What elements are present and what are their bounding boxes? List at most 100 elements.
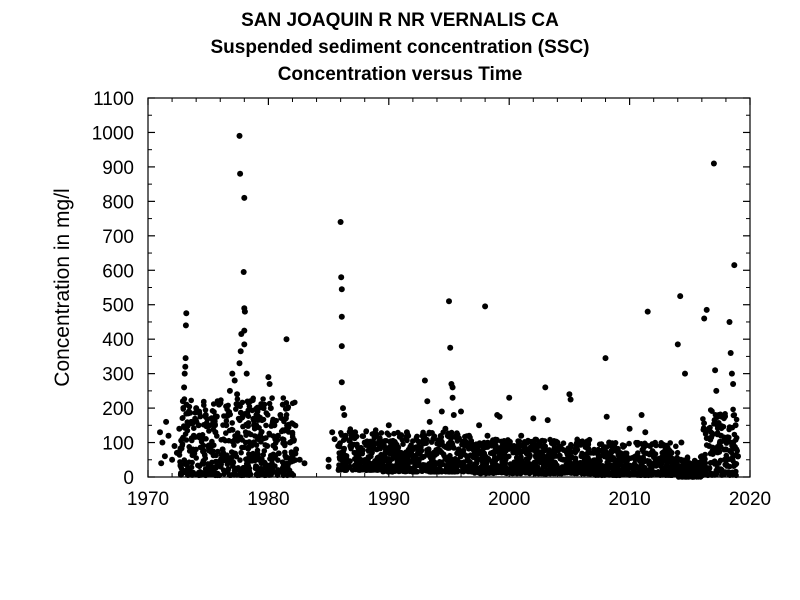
data-point bbox=[240, 413, 246, 420]
data-point bbox=[707, 471, 713, 478]
data-point bbox=[476, 466, 483, 472]
data-point bbox=[724, 436, 730, 443]
data-point bbox=[486, 469, 493, 476]
data-point bbox=[173, 449, 180, 456]
data-point bbox=[681, 462, 688, 469]
data-point bbox=[451, 445, 457, 451]
data-point bbox=[679, 458, 686, 464]
data-point bbox=[686, 460, 693, 467]
data-point bbox=[496, 413, 503, 420]
data-point bbox=[289, 429, 296, 436]
x-tick-label: 2000 bbox=[488, 489, 530, 510]
data-point bbox=[524, 446, 531, 453]
data-point bbox=[732, 422, 739, 429]
data-point bbox=[430, 436, 437, 443]
data-point bbox=[219, 446, 226, 453]
data-point bbox=[632, 453, 639, 460]
data-point bbox=[533, 459, 539, 466]
data-point bbox=[335, 443, 342, 449]
data-point bbox=[210, 401, 217, 407]
y-tick-label: 300 bbox=[102, 365, 134, 386]
data-point bbox=[709, 448, 716, 455]
data-point bbox=[165, 432, 172, 439]
data-point bbox=[571, 468, 578, 474]
data-point bbox=[567, 396, 574, 403]
data-point bbox=[375, 465, 382, 471]
data-point bbox=[427, 451, 434, 457]
data-point bbox=[267, 432, 273, 438]
data-point bbox=[645, 472, 652, 479]
data-point bbox=[268, 463, 275, 470]
data-point bbox=[501, 453, 508, 460]
data-point bbox=[229, 426, 235, 433]
data-point bbox=[231, 377, 238, 384]
data-point bbox=[263, 422, 269, 429]
data-point bbox=[267, 405, 274, 412]
data-point bbox=[449, 394, 456, 401]
data-point bbox=[606, 439, 613, 446]
data-point bbox=[394, 462, 401, 469]
data-point bbox=[193, 455, 199, 461]
data-point bbox=[190, 446, 196, 453]
data-point bbox=[484, 432, 491, 439]
data-point bbox=[726, 463, 733, 470]
data-point bbox=[732, 461, 739, 468]
data-point bbox=[644, 308, 651, 315]
data-point bbox=[190, 432, 197, 439]
data-point bbox=[396, 434, 403, 440]
data-point bbox=[367, 461, 373, 468]
data-point bbox=[178, 472, 184, 478]
data-point bbox=[685, 468, 692, 475]
data-point bbox=[335, 467, 342, 473]
data-point bbox=[577, 459, 584, 466]
data-point bbox=[717, 440, 723, 446]
data-point bbox=[254, 466, 261, 472]
data-point bbox=[180, 415, 186, 421]
data-point bbox=[363, 428, 369, 435]
data-point bbox=[417, 451, 423, 457]
data-point bbox=[506, 446, 512, 452]
data-point bbox=[484, 439, 491, 446]
data-point bbox=[596, 463, 603, 470]
data-point bbox=[551, 466, 557, 473]
data-point bbox=[609, 471, 616, 478]
data-point bbox=[367, 453, 374, 460]
data-point bbox=[253, 405, 260, 412]
data-point bbox=[603, 413, 610, 420]
data-point bbox=[464, 453, 471, 460]
data-point bbox=[199, 436, 206, 443]
data-point bbox=[201, 447, 207, 454]
y-tick-label: 800 bbox=[102, 192, 134, 213]
data-point bbox=[243, 370, 250, 377]
data-point bbox=[272, 440, 279, 446]
data-point bbox=[493, 438, 500, 445]
data-point bbox=[531, 442, 538, 449]
data-point bbox=[224, 406, 230, 413]
data-point bbox=[434, 449, 440, 456]
data-point bbox=[701, 420, 707, 427]
data-point bbox=[650, 449, 656, 455]
data-point bbox=[266, 381, 273, 387]
data-point bbox=[340, 437, 347, 444]
data-point bbox=[584, 460, 591, 467]
data-point bbox=[536, 453, 543, 460]
data-point bbox=[361, 439, 368, 446]
data-point bbox=[372, 432, 378, 439]
data-point bbox=[296, 456, 303, 463]
data-point bbox=[185, 408, 192, 415]
data-point bbox=[157, 429, 163, 436]
data-point bbox=[727, 472, 733, 479]
x-tick-label: 1970 bbox=[127, 489, 169, 510]
data-point bbox=[403, 429, 410, 436]
data-point bbox=[223, 422, 230, 429]
axes: 1970 1980 1990 2000 2010 2020 0 100 200 300 400 500… bbox=[92, 89, 771, 510]
data-point bbox=[224, 468, 230, 475]
data-point bbox=[542, 384, 549, 391]
data-point bbox=[209, 421, 216, 428]
data-point bbox=[271, 422, 278, 429]
data-point bbox=[426, 418, 433, 425]
data-point bbox=[476, 449, 483, 455]
data-point bbox=[386, 432, 392, 438]
data-point bbox=[721, 415, 727, 422]
y-tick-label: 700 bbox=[102, 227, 134, 248]
